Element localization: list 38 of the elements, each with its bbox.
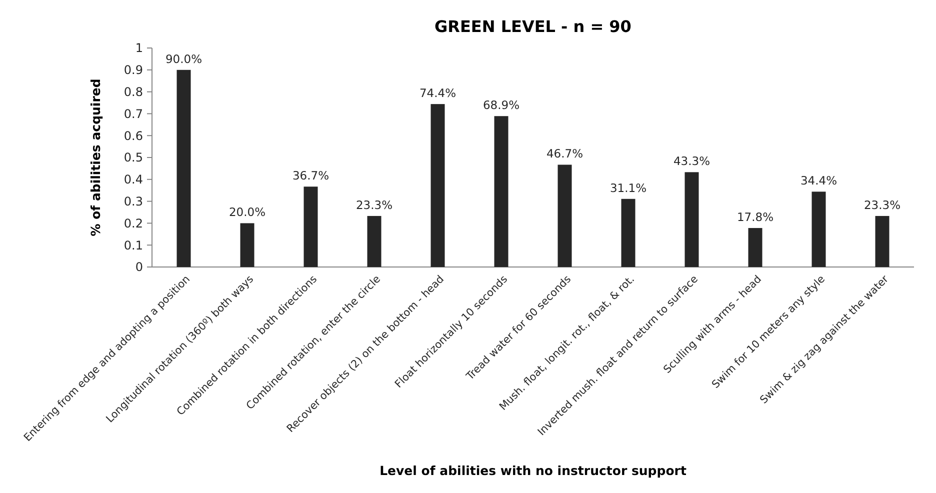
y-tick-label: 0.7 bbox=[124, 106, 143, 121]
data-label: 20.0% bbox=[228, 205, 266, 220]
bar bbox=[240, 223, 254, 267]
data-label: 36.7% bbox=[292, 168, 330, 183]
data-label: 17.8% bbox=[736, 210, 774, 224]
y-axis-title: % of abilities acquired bbox=[88, 78, 103, 236]
y-tick-label: 0.4 bbox=[124, 172, 143, 187]
y-tick-label: 0.2 bbox=[124, 216, 143, 230]
chart-title: GREEN LEVEL - n = 90 bbox=[434, 17, 632, 36]
data-label: 23.3% bbox=[356, 198, 393, 212]
y-tick-label: 0.1 bbox=[124, 238, 143, 252]
data-label: 68.9% bbox=[482, 98, 520, 112]
data-label: 46.7% bbox=[546, 146, 584, 161]
bar bbox=[684, 172, 699, 267]
y-tick-label: 0.3 bbox=[124, 194, 143, 208]
y-tick-label: 1 bbox=[135, 41, 143, 56]
x-axis-title: Level of abilities with no instructor support bbox=[380, 463, 686, 478]
bar bbox=[430, 104, 445, 267]
bar bbox=[558, 164, 572, 267]
y-tick-label: 0.6 bbox=[124, 128, 143, 143]
data-label: 74.4% bbox=[419, 86, 456, 100]
y-tick-label: 0 bbox=[135, 260, 143, 274]
bar bbox=[494, 116, 508, 267]
data-label: 43.3% bbox=[673, 154, 710, 168]
data-label: 90.0% bbox=[165, 52, 202, 66]
bar bbox=[621, 198, 636, 267]
y-tick-label: 0.5 bbox=[124, 150, 143, 165]
bar bbox=[367, 216, 382, 267]
bar bbox=[176, 70, 191, 267]
bar bbox=[748, 228, 762, 267]
bar bbox=[875, 216, 890, 267]
y-tick-label: 0.9 bbox=[124, 63, 143, 78]
bar bbox=[812, 192, 826, 267]
y-tick-label: 0.8 bbox=[124, 85, 143, 99]
data-label: 31.1% bbox=[610, 180, 647, 195]
bar bbox=[304, 186, 318, 267]
data-label: 23.3% bbox=[864, 198, 901, 212]
data-label: 34.4% bbox=[800, 174, 838, 188]
